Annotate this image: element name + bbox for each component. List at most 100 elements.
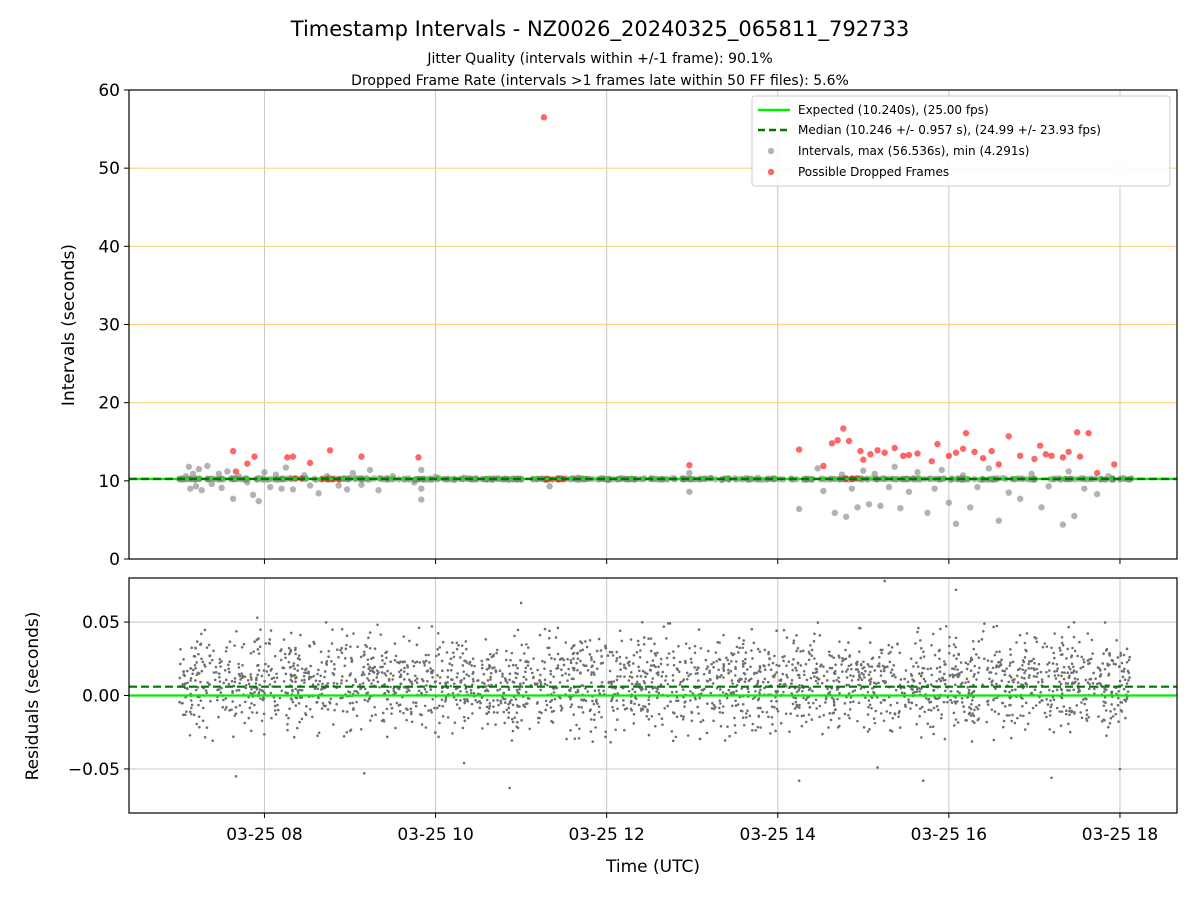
residual-point <box>666 704 669 708</box>
residual-point <box>722 676 725 679</box>
residual-point <box>395 701 399 705</box>
residual-point <box>241 663 244 667</box>
residual-point <box>1117 665 1121 669</box>
residual-point <box>488 664 492 668</box>
residual-point <box>1060 688 1063 692</box>
residual-point <box>264 642 268 645</box>
residual-point <box>1062 665 1066 669</box>
residual-point <box>393 642 397 645</box>
residual-point <box>402 660 405 664</box>
residual-point <box>507 702 510 706</box>
residual-point <box>1073 677 1077 680</box>
residual-point <box>293 667 296 671</box>
residual-point <box>272 696 276 699</box>
residual-point <box>994 672 998 675</box>
residual-point <box>972 675 976 678</box>
residual-point <box>1048 728 1051 731</box>
residual-point <box>1086 681 1090 684</box>
residual-point <box>712 665 715 669</box>
residual-point <box>1085 708 1089 712</box>
residual-point <box>690 719 694 723</box>
residual-point <box>543 678 547 682</box>
residual-point <box>507 706 511 710</box>
residual-point <box>279 658 283 662</box>
residual-point <box>438 721 441 725</box>
residual-point <box>228 660 231 664</box>
residual-point <box>360 673 364 677</box>
residual-point <box>1070 709 1074 713</box>
residual-point <box>690 710 693 714</box>
residual-point <box>392 687 396 691</box>
residual-point <box>1055 663 1059 666</box>
interval-point <box>349 469 357 477</box>
residual-point <box>580 706 583 709</box>
residual-point <box>441 715 445 718</box>
residual-point <box>701 719 705 722</box>
residual-point <box>476 700 479 704</box>
residual-point <box>743 680 747 683</box>
residual-outlier-point <box>876 766 879 769</box>
residual-point <box>864 696 867 700</box>
residual-point <box>184 696 187 699</box>
residual-point <box>547 636 551 640</box>
residual-point <box>773 654 776 658</box>
residual-point <box>355 714 359 718</box>
residual-point <box>750 649 753 652</box>
residual-point <box>425 684 428 687</box>
residual-point <box>376 680 380 684</box>
residual-point <box>700 692 703 696</box>
residual-point <box>845 676 849 679</box>
residual-point <box>656 651 659 655</box>
residual-point <box>622 703 625 707</box>
residual-point <box>1018 667 1022 671</box>
residual-point <box>450 663 454 667</box>
residual-point <box>867 699 871 702</box>
residual-point <box>1081 698 1085 701</box>
residual-point <box>312 640 315 644</box>
residual-point <box>674 735 678 739</box>
residual-point <box>383 672 386 675</box>
residual-point <box>822 665 825 668</box>
residual-point <box>1031 706 1035 710</box>
residual-point <box>834 663 837 667</box>
residual-point <box>242 642 246 646</box>
residual-point <box>275 676 279 680</box>
dropped-frame-point <box>979 454 987 462</box>
residual-point <box>444 697 448 701</box>
residual-point <box>195 640 199 643</box>
residual-point <box>1045 645 1049 648</box>
residual-point <box>909 672 913 676</box>
residual-point <box>662 625 666 628</box>
residual-point <box>947 651 951 655</box>
residual-point <box>386 669 389 673</box>
residual-point <box>670 730 674 733</box>
residual-point <box>645 714 649 718</box>
residual-point <box>292 664 295 668</box>
residual-point <box>1034 704 1038 707</box>
residual-point <box>341 696 344 700</box>
residual-point <box>250 678 253 681</box>
residual-point <box>926 722 930 726</box>
residual-point <box>596 702 599 705</box>
legend-dropped-swatch <box>767 168 775 176</box>
residual-point <box>632 653 636 657</box>
residual-point <box>749 665 752 669</box>
residual-point <box>287 652 291 656</box>
residual-point <box>954 718 958 721</box>
residual-point <box>971 712 974 715</box>
residual-point <box>915 690 919 693</box>
residual-point <box>224 678 228 682</box>
interval-point <box>897 504 904 512</box>
residual-point <box>701 688 705 692</box>
residual-point <box>348 701 352 705</box>
residual-point <box>768 657 771 661</box>
residual-point <box>628 675 632 678</box>
residual-point <box>248 706 252 710</box>
residual-point <box>438 646 442 649</box>
residual-point <box>715 659 719 663</box>
residual-point <box>921 705 924 709</box>
residual-point <box>797 688 801 692</box>
residual-point <box>519 658 522 662</box>
residual-point <box>1080 701 1083 704</box>
